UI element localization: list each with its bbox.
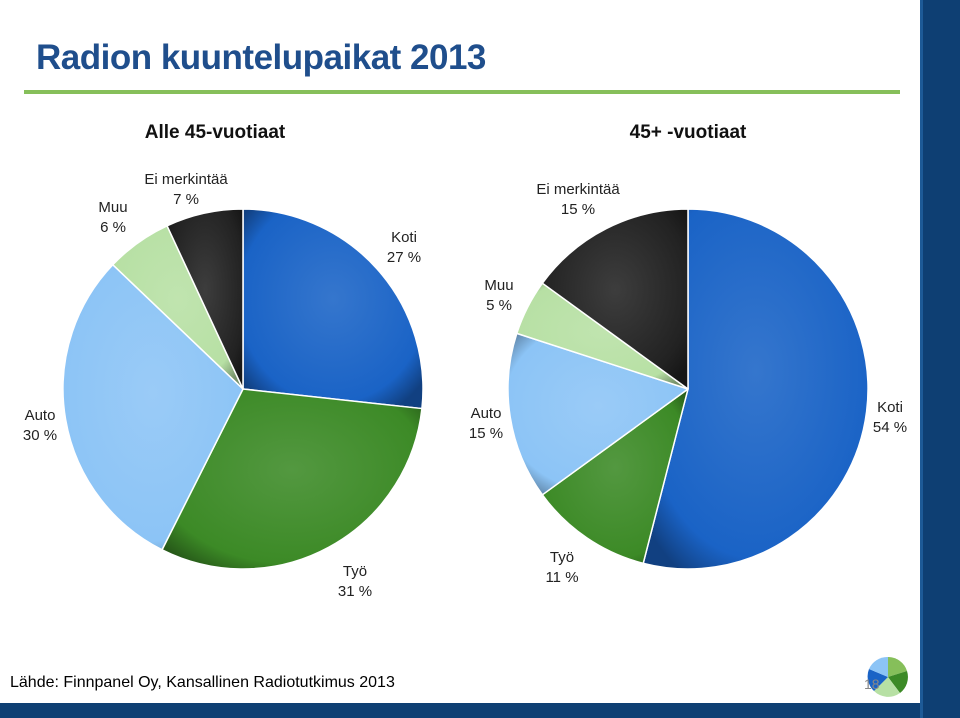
page-number: 18 [864,676,880,692]
slice-label-tyo: Työ 31 % [338,563,372,600]
slice-label-category: Muu [484,277,513,294]
slice-label-value: 11 % [545,569,578,586]
pie-slice-tyo [541,388,689,565]
bottom-frame-bar [0,703,920,718]
slice-label-category: Auto [471,405,502,422]
slice-label-value: 6 % [100,219,126,236]
pie-chart-under-45: Koti 27 % Työ 31 % Auto 30 % Muu 6 % Ei merkintä… [23,122,424,600]
slice-label-category: Ei merkintää [144,171,228,188]
pie-slice-koti [642,208,869,570]
logo-icon [867,656,908,697]
slice-label-category: Työ [550,549,574,566]
slice-label-koti: Koti 54 % [873,399,907,436]
pie-slice-auto [507,332,689,496]
slice-label-value: 15 % [469,425,503,442]
slice-label-auto: Auto 30 % [23,407,57,444]
slice-label-category: Muu [98,199,127,216]
chart-title-under-45: Alle 45-vuotiaat [145,122,286,143]
slide-title: Radion kuuntelupaikat 2013 [36,38,486,77]
slice-label-auto: Auto 15 % [469,405,503,442]
pie-slice-ei-merkintaa [166,208,244,390]
slice-label-ei-merkintaa: Ei merkintää 15 % [536,181,620,218]
chart-title-over-45: 45+ -vuotiaat [630,122,747,143]
slice-label-muu: Muu 5 % [484,277,513,314]
slice-label-tyo: Työ 11 % [545,549,578,586]
title-rule [24,90,900,94]
pie-slice-ei-merkintaa [541,208,689,390]
slice-label-category: Koti [877,399,903,416]
slice-label-value: 30 % [23,427,57,444]
source-note: Lähde: Finnpanel Oy, Kansallinen Radiotu… [10,674,395,691]
slice-label-value: 54 % [873,419,907,436]
slice-label-ei-merkintaa: Ei merkintää 7 % [144,171,228,208]
slice-label-category: Auto [25,407,56,424]
slice-label-category: Ei merkintää [536,181,620,198]
slice-label-value: 15 % [561,201,595,218]
pie-charts: Koti 27 % Työ 31 % Auto 30 % Muu 6 % Ei merkintä… [23,122,907,600]
slice-label-category: Työ [343,563,367,580]
slice-label-value: 31 % [338,583,372,600]
slice-label-value: 5 % [486,297,512,314]
pie-slice-tyo [161,388,423,570]
pie-slice-koti [242,208,424,410]
pie-chart-over-45: Koti 54 % Työ 11 % Auto 15 % Muu 5 % Ei merkintä… [469,122,907,586]
slice-label-koti: Koti 27 % [387,229,421,266]
pie-slice-auto [62,263,244,551]
slice-label-category: Koti [391,229,417,246]
slice-label-muu: Muu 6 % [98,199,127,236]
slice-label-value: 7 % [173,191,199,208]
right-frame-bar [920,0,960,718]
slice-label-value: 27 % [387,249,421,266]
